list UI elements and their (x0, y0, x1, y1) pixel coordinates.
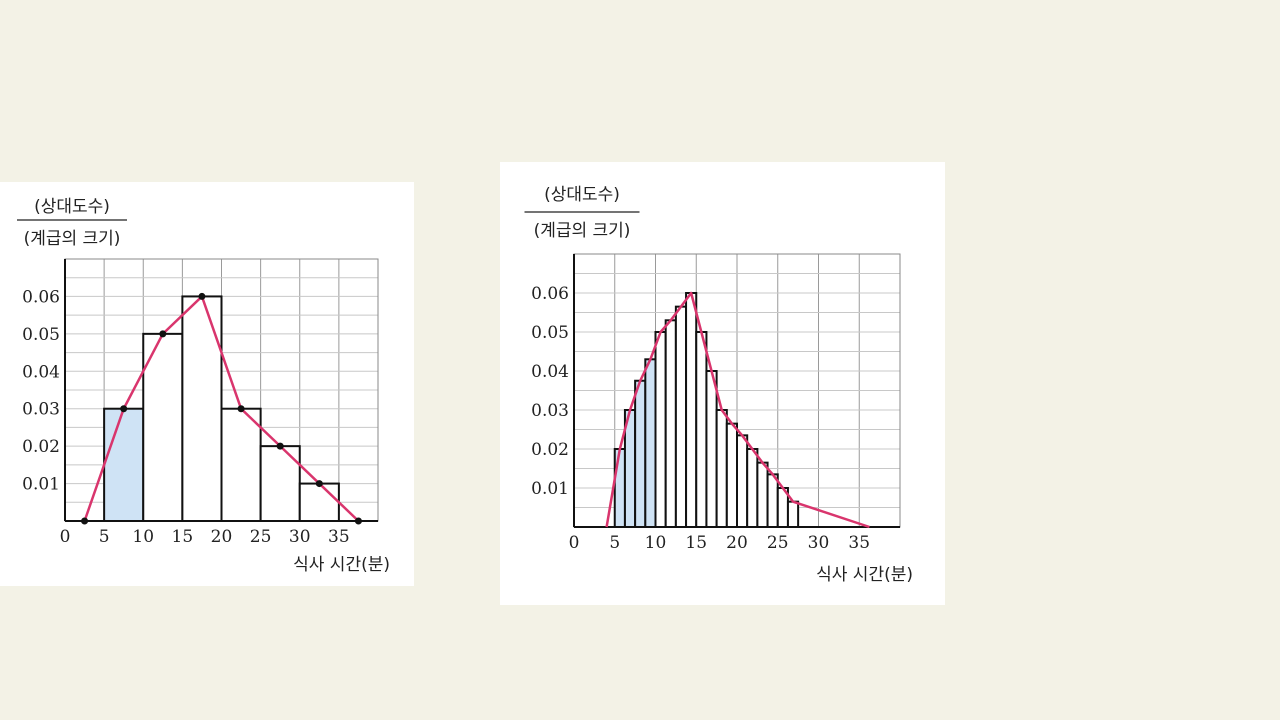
x-tick-label: 20 (211, 527, 233, 547)
x-tick-label: 30 (808, 533, 830, 553)
polygon-point (159, 330, 167, 338)
y-tick-label: 0.02 (22, 437, 60, 457)
x-tick-label: 15 (172, 527, 194, 547)
histogram-chart-left: 0 5 10 15 20 25 30 35 0.01 0.02 0.03 0.04 0.05 0.06 (상… (17, 197, 390, 575)
x-tick-label: 10 (132, 527, 154, 547)
y-tick-label: 0.02 (531, 440, 569, 460)
x-tick-label: 5 (609, 533, 620, 553)
x-tick-label: 25 (767, 533, 789, 553)
histogram-bar (634, 379, 647, 528)
x-tick-label: 35 (328, 527, 350, 547)
histogram-card-left: 0 5 10 15 20 25 30 35 0.01 0.02 0.03 0.04 0.05 0.06 (상… (0, 182, 414, 586)
frequency-polygon (605, 291, 870, 529)
x-tick-label: 35 (848, 533, 870, 553)
y-tick-label: 0.06 (531, 284, 569, 304)
polygon-point (120, 405, 128, 413)
x-tick-label: 15 (685, 533, 707, 553)
y-axis-label-numerator: (상대도수) (34, 197, 110, 217)
histogram-bar (220, 407, 262, 522)
histogram-bar (181, 295, 223, 522)
x-tick-label: 25 (250, 527, 272, 547)
x-tick-label: 0 (60, 527, 71, 547)
histogram-bar (695, 331, 708, 528)
histogram-bar (103, 407, 145, 522)
polygon-point (354, 517, 362, 525)
x-tick-label: 0 (569, 533, 580, 553)
x-tick-label: 10 (645, 533, 667, 553)
y-tick-label: 0.01 (531, 479, 569, 499)
histogram-bar (715, 409, 728, 528)
y-tick-label: 0.04 (531, 362, 569, 382)
y-tick-label: 0.05 (531, 323, 569, 343)
y-tick-label: 0.03 (531, 401, 569, 421)
histogram-bar (685, 292, 698, 528)
x-axis-label: 식사 시간(분) (816, 565, 913, 585)
histogram-bar (259, 445, 301, 522)
y-axis-label-denominator: (계급의 크기) (24, 229, 121, 249)
y-tick-label: 0.05 (22, 325, 60, 345)
histogram-bar (756, 461, 769, 528)
y-axis-label-denominator: (계급의 크기) (534, 221, 631, 241)
y-tick-label: 0.06 (22, 287, 60, 307)
histogram-bar (725, 422, 738, 528)
polygon-point (315, 480, 323, 488)
polygon-point (276, 442, 284, 450)
histogram-bar (786, 500, 800, 528)
histogram-card-right: 0 5 10 15 20 25 30 35 0.01 0.02 0.03 0.04 0.05 0.06 (상… (500, 162, 945, 605)
histogram-bar (298, 482, 340, 523)
histogram-bar (674, 305, 688, 528)
histogram-bar (654, 331, 667, 528)
histogram-chart-right: 0 5 10 15 20 25 30 35 0.01 0.02 0.03 0.04 0.05 0.06 (상… (524, 185, 913, 585)
histogram-bar (705, 370, 718, 528)
frequency-polygon (83, 295, 360, 522)
histogram-bar (736, 434, 749, 529)
histogram-bar (766, 473, 779, 529)
y-tick-label: 0.01 (22, 475, 60, 495)
histogram-bar (746, 448, 759, 528)
histogram-bar (613, 448, 626, 528)
x-tick-label: 5 (99, 527, 110, 547)
x-tick-label: 20 (726, 533, 748, 553)
x-axis-label: 식사 시간(분) (293, 555, 390, 575)
polygon-point (81, 517, 89, 525)
y-tick-label: 0.04 (22, 362, 60, 382)
histogram-bar (644, 358, 657, 528)
polygon-point (237, 405, 245, 413)
polygon-point (198, 292, 206, 300)
y-axis-label-numerator: (상대도수) (544, 185, 620, 205)
histogram-bar (664, 319, 677, 528)
x-tick-label: 30 (289, 527, 311, 547)
y-tick-label: 0.03 (22, 400, 60, 420)
